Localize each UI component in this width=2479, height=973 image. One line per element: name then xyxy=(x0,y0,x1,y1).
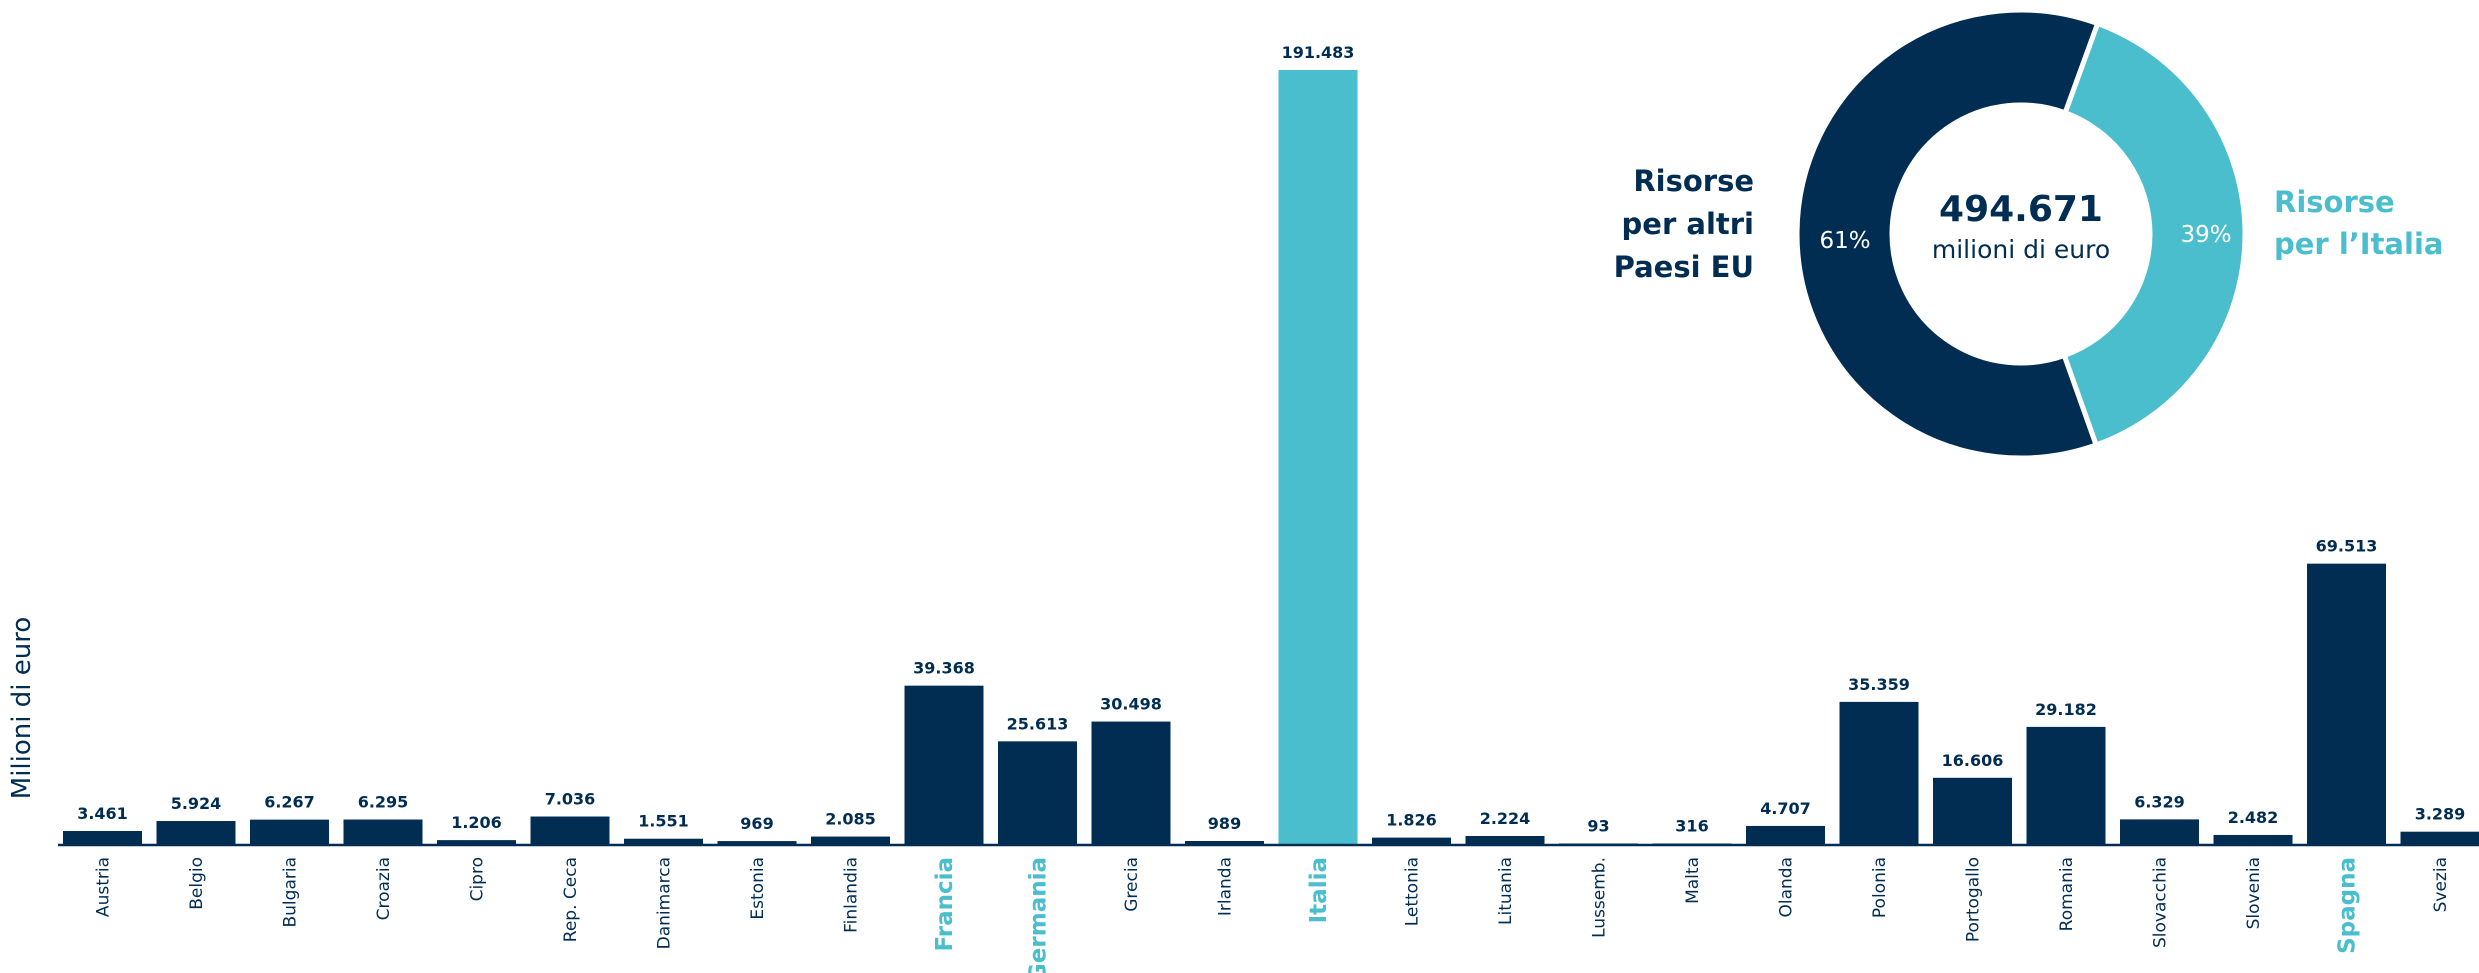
value-label-austria: 3.461 xyxy=(77,804,128,823)
legend-italia-line-1: Risorse xyxy=(2274,185,2395,219)
bar-polonia xyxy=(1839,701,1919,845)
value-label-slovacchia: 6.329 xyxy=(2134,792,2185,811)
category-label-slovacchia: Slovacchia xyxy=(2151,857,2171,948)
bar-chart: 3.461 Austria 5.924 Belgio 6.267 Bulgaria 6.29… xyxy=(58,43,2479,973)
bar-olanda xyxy=(1746,825,1825,845)
bar-italia xyxy=(1278,70,1358,845)
category-label-lussemb: Lussemb. xyxy=(1590,857,1610,938)
category-label-estonia: Estonia xyxy=(748,857,768,920)
bar-austria xyxy=(63,830,142,845)
value-label-romania: 29.182 xyxy=(2035,700,2097,719)
bar-irlanda xyxy=(1185,840,1264,845)
bar-finlandia xyxy=(811,836,890,845)
value-label-svezia: 3.289 xyxy=(2415,805,2466,824)
value-label-danimarca: 1.551 xyxy=(638,812,689,831)
bar-bulgaria xyxy=(250,819,329,845)
bar-croazia xyxy=(343,819,423,845)
value-label-lituania: 2.224 xyxy=(1480,809,1531,828)
bar-germania xyxy=(998,741,1077,845)
category-label-austria: Austria xyxy=(94,857,114,917)
category-label-rep-ceca: Rep. Ceca xyxy=(561,857,581,942)
donut-slice-altri-paesi xyxy=(1794,7,2101,461)
bar-romania xyxy=(2026,726,2106,845)
category-label-bulgaria: Bulgaria xyxy=(281,857,301,928)
value-label-olanda: 4.707 xyxy=(1760,799,1811,818)
value-label-portogallo: 16.606 xyxy=(1942,751,2004,770)
donut-center-value: 494.671 xyxy=(1939,189,2103,230)
category-label-croazia: Croazia xyxy=(374,857,394,920)
bar-svezia xyxy=(2400,831,2479,845)
legend-italia-line-2: per l’Italia xyxy=(2274,227,2443,261)
value-label-polonia: 35.359 xyxy=(1848,675,1910,694)
category-label-malta: Malta xyxy=(1683,857,1703,904)
legend-altri-line-3: Paesi EU xyxy=(1614,250,1754,284)
donut-slice-italia xyxy=(2061,20,2248,449)
category-label-romania: Romania xyxy=(2057,857,2077,931)
bar-slovacchia xyxy=(2120,819,2199,845)
category-label-finlandia: Finlandia xyxy=(842,857,862,933)
value-label-estonia: 969 xyxy=(740,814,773,833)
category-label-italia: Italia xyxy=(1306,857,1332,923)
legend-italia: Risorse per l’Italia xyxy=(2274,185,2443,261)
category-label-grecia: Grecia xyxy=(1122,857,1142,912)
value-label-spagna: 69.513 xyxy=(2316,537,2378,556)
value-label-bulgaria: 6.267 xyxy=(264,793,315,812)
bar-portogallo xyxy=(1933,777,2012,845)
category-label-belgio: Belgio xyxy=(187,857,207,910)
category-label-danimarca: Danimarca xyxy=(655,857,675,949)
value-label-croazia: 6.295 xyxy=(358,793,409,812)
value-label-francia: 39.368 xyxy=(913,659,975,678)
slice-percent-altri: 61% xyxy=(1819,228,1870,254)
bar-rep-ceca xyxy=(530,816,610,845)
category-label-olanda: Olanda xyxy=(1777,857,1797,918)
bar-francia xyxy=(904,685,984,845)
category-label-lettonia: Lettonia xyxy=(1403,857,1423,926)
bar-lituania xyxy=(1465,835,1545,845)
bar-spagna xyxy=(2307,563,2386,845)
category-label-cipro: Cipro xyxy=(468,857,488,901)
category-label-francia: Francia xyxy=(932,857,958,952)
category-label-portogallo: Portogallo xyxy=(1964,857,1984,942)
category-label-lituania: Lituania xyxy=(1496,857,1516,925)
bar-danimarca xyxy=(624,838,703,845)
category-label-polonia: Polonia xyxy=(1870,857,1890,918)
value-label-slovenia: 2.482 xyxy=(2228,808,2279,827)
legend-altri-line-1: Risorse xyxy=(1633,164,1754,198)
category-label-spagna: Spagna xyxy=(2335,857,2361,954)
value-label-lettonia: 1.826 xyxy=(1386,811,1437,830)
category-label-slovenia: Slovenia xyxy=(2244,857,2264,929)
donut-center-unit: milioni di euro xyxy=(1932,235,2110,264)
category-label-svezia: Svezia xyxy=(2431,857,2451,912)
value-label-cipro: 1.206 xyxy=(451,813,502,832)
value-label-finlandia: 2.085 xyxy=(825,810,876,829)
value-label-belgio: 5.924 xyxy=(171,794,222,813)
bar-cipro xyxy=(437,840,516,845)
bar-slovenia xyxy=(2213,834,2293,845)
bar-belgio xyxy=(156,821,236,845)
bar-estonia xyxy=(717,841,797,845)
slice-percent-italia: 39% xyxy=(2180,222,2231,248)
value-label-germania: 25.613 xyxy=(1007,714,1069,733)
category-label-germania: Germania xyxy=(1026,857,1052,973)
bar-lettonia xyxy=(1372,837,1451,845)
value-label-irlanda: 989 xyxy=(1208,814,1241,833)
value-label-italia: 191.483 xyxy=(1282,43,1355,62)
value-label-rep-ceca: 7.036 xyxy=(545,790,596,809)
donut-chart xyxy=(1794,7,2248,461)
value-label-malta: 316 xyxy=(1675,817,1708,836)
value-label-grecia: 30.498 xyxy=(1100,695,1162,714)
value-label-lussemb: 93 xyxy=(1587,817,1609,836)
bar-grecia xyxy=(1091,721,1171,845)
category-label-irlanda: Irlanda xyxy=(1216,857,1236,916)
y-axis-label: Milioni di euro xyxy=(7,617,37,799)
legend-altri-paesi: Risorse per altri Paesi EU xyxy=(1614,164,1754,284)
legend-altri-line-2: per altri xyxy=(1622,207,1754,241)
